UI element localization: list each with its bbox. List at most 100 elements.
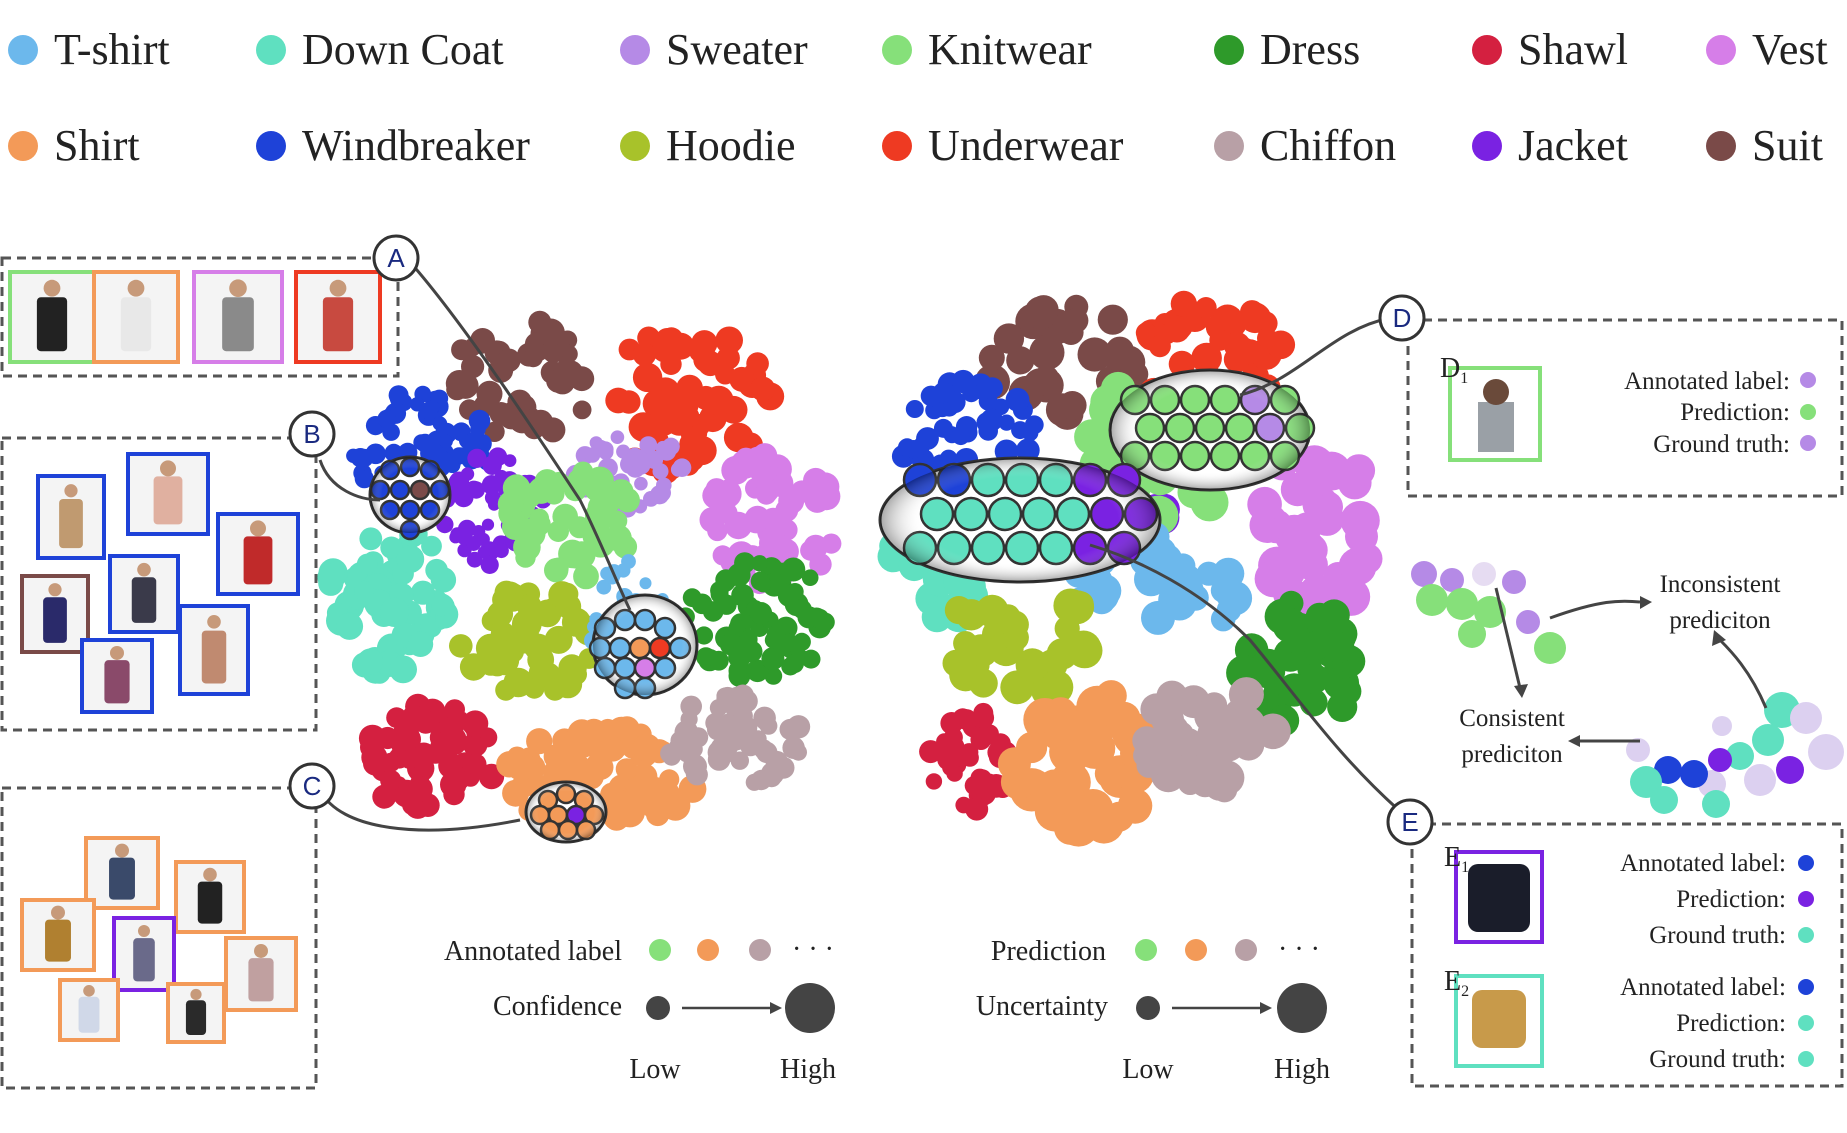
data-bubble [696, 647, 716, 667]
data-bubble [1277, 673, 1311, 707]
legend-label: Windbreaker [302, 121, 530, 170]
data-bubble [431, 596, 452, 617]
data-bubble [941, 735, 965, 760]
data-bubble [407, 631, 434, 657]
left-legend-dot-knitwear [649, 939, 671, 961]
panel-a-image-3 [192, 270, 284, 364]
data-bubble [481, 518, 495, 531]
data-bubble [421, 535, 442, 557]
data-bubble [605, 387, 632, 414]
legend-swatch [8, 131, 38, 161]
data-bubble [493, 543, 509, 559]
data-bubble [380, 769, 402, 791]
consistency-dot [1752, 724, 1784, 756]
panel-d-prediction-dot [1800, 404, 1816, 420]
data-bubble [754, 576, 772, 593]
data-bubble [467, 448, 487, 468]
legend-item-sweater: Sweater [620, 28, 808, 72]
data-bubble [1303, 630, 1332, 660]
data-bubble [707, 520, 728, 542]
legend-item-shawl: Shawl [1472, 28, 1628, 72]
legend-label: Vest [1752, 25, 1828, 74]
data-bubble [680, 710, 698, 728]
data-bubble [677, 405, 700, 428]
consistency-dot [1474, 596, 1506, 628]
data-bubble [913, 436, 931, 455]
legend-swatch [8, 35, 38, 65]
left-legend-dot-shirt [697, 939, 719, 961]
panel-c-image-1 [84, 836, 160, 910]
confidence-low-label: Low [629, 1054, 681, 1085]
data-bubble [1016, 438, 1040, 463]
lens-d [1108, 368, 1316, 492]
data-bubble [656, 477, 672, 494]
right-legend-dot-knitwear [1135, 939, 1157, 961]
data-bubble [615, 488, 640, 513]
data-bubble [946, 765, 963, 782]
legend-swatch [1706, 35, 1736, 65]
data-bubble [572, 400, 592, 420]
data-bubble [526, 728, 553, 755]
right-bottom-legend: Prediction · · · Uncertainty Low High [976, 934, 1330, 1085]
data-bubble [449, 770, 470, 790]
data-bubble [955, 599, 987, 631]
data-bubble [1228, 677, 1264, 713]
legend-label: Underwear [928, 121, 1124, 170]
data-bubble [610, 430, 625, 445]
data-bubble [377, 409, 396, 429]
data-bubble [546, 369, 570, 393]
data-bubble [919, 740, 943, 764]
panel-b-image-5 [108, 554, 180, 634]
panel-b-image-6 [178, 604, 250, 696]
data-bubble [1015, 648, 1049, 682]
callout-badge-c: C [288, 762, 336, 810]
confidence-legend-title: Confidence [493, 991, 622, 1022]
consistency-dot [1502, 570, 1526, 594]
legend-swatch [1214, 131, 1244, 161]
legend-swatch [256, 35, 286, 65]
data-bubble [597, 441, 614, 458]
data-bubble [751, 555, 768, 572]
confidence-low-dot [646, 996, 670, 1020]
consistency-dot [1472, 562, 1496, 586]
callout-letter: A [387, 243, 405, 273]
legend-swatch [882, 131, 912, 161]
consistent-arrow-down [1494, 587, 1522, 689]
data-bubble [960, 743, 979, 762]
inconsistent-label-line1: Inconsistent [1660, 571, 1781, 598]
data-bubble [790, 743, 807, 761]
data-bubble [1041, 702, 1079, 740]
panel-b-frame [0, 436, 318, 732]
data-bubble [438, 434, 453, 449]
panel-e1-ground-truth-label: Ground truth: [1649, 922, 1786, 949]
consistency-dot [1702, 790, 1730, 818]
data-bubble [317, 563, 346, 592]
data-bubble [565, 755, 592, 782]
data-bubble [415, 433, 435, 453]
data-bubble [1215, 582, 1242, 608]
data-bubble [449, 634, 473, 658]
legend-item-hoodie: Hoodie [620, 124, 796, 168]
legend-item-t-shirt: T-shirt [8, 28, 170, 72]
panel-d-tag-label: D1 [1440, 353, 1468, 387]
panel-e1-prediction-label: Prediction: [1676, 886, 1786, 913]
panel-d-prediction-label: Prediction: [1680, 399, 1790, 426]
data-bubble [716, 686, 739, 710]
data-bubble [716, 346, 740, 370]
right-legend-dot-chiffon [1235, 939, 1257, 961]
data-bubble [973, 707, 995, 729]
data-bubble [476, 380, 503, 407]
data-bubble [484, 421, 505, 442]
legend-label: Sweater [666, 25, 808, 74]
consistency-dot [1534, 632, 1566, 664]
panel-e1-annotated-label: Annotated label: [1620, 850, 1786, 877]
panel-e2-prediction-label: Prediction: [1676, 1010, 1786, 1037]
data-bubble [361, 744, 388, 771]
lens-e [878, 456, 1162, 584]
legend-item-knitwear: Knitwear [882, 28, 1092, 72]
legend-swatch [620, 35, 650, 65]
data-bubble [965, 797, 989, 821]
data-bubble [639, 577, 652, 590]
data-bubble [1177, 770, 1203, 795]
